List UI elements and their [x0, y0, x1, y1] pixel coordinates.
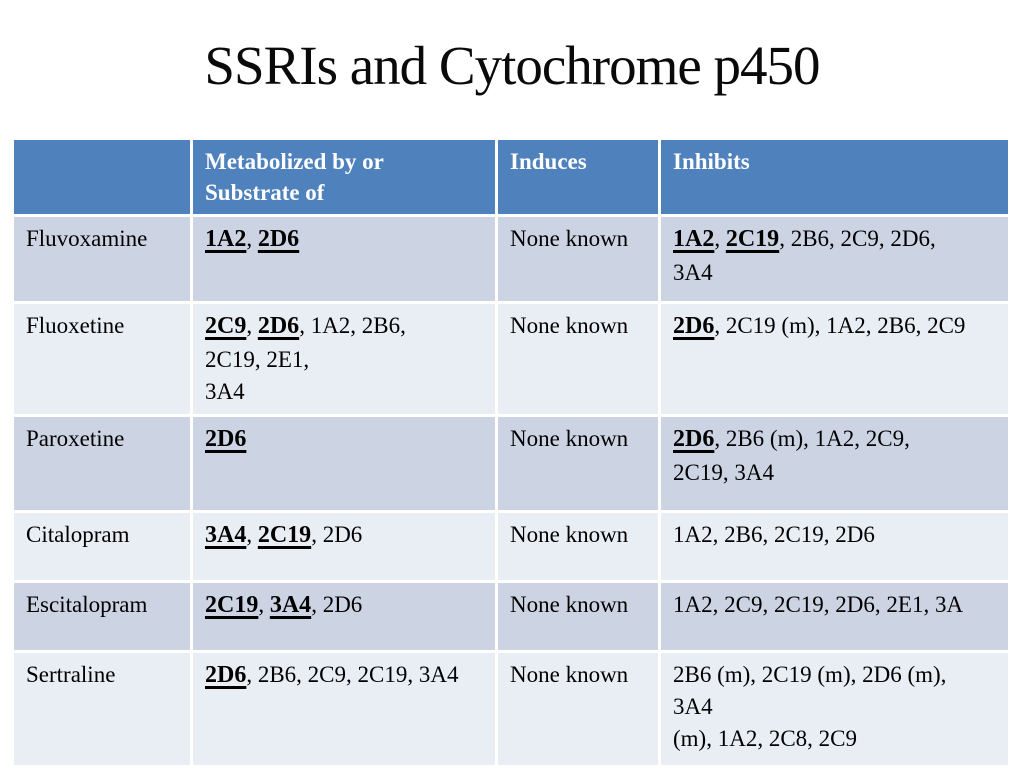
- induces-cell: None known: [498, 417, 658, 511]
- drug-name-cell: Citalopram: [14, 513, 190, 581]
- induces-cell: None known: [498, 513, 658, 581]
- inhibits-cell: 2B6 (m), 2C19 (m), 2D6 (m), 3A4 (m), 1A2, …: [661, 653, 1008, 766]
- enzyme-key: 2D6: [257, 313, 300, 340]
- metabolized-cell: 2C19, 3A4, 2D6: [193, 583, 495, 651]
- header-cell-induces: Induces: [498, 140, 658, 215]
- enzyme-text: , 2B6 (m), 1A2, 2C9,: [714, 426, 910, 452]
- induces-cell: None known: [498, 583, 658, 651]
- enzyme-key: 2D6: [673, 426, 715, 453]
- enzyme-text: , 2D6: [311, 592, 363, 618]
- enzyme-key: 2C19: [257, 522, 312, 549]
- enzyme-text: , 2D6: [311, 522, 363, 548]
- enzyme-text: ,: [246, 522, 258, 548]
- slide-title: SSRIs and Cytochrome p450: [204, 35, 820, 96]
- header-cell-inhibits: Inhibits: [661, 140, 1008, 215]
- enzyme-text: 3A4: [205, 378, 245, 404]
- drug-name-cell: Escitalopram: [14, 583, 190, 651]
- enzyme-key: 1A2: [673, 226, 715, 253]
- enzyme-text: (m), 1A2, 2C8, 2C9: [673, 726, 857, 752]
- enzyme-key: 2C19: [205, 592, 259, 619]
- metabolized-cell: 3A4, 2C19, 2D6: [193, 513, 495, 581]
- enzyme-text: 1A2, 2C9, 2C19, 2D6, 2E1, 3A: [673, 592, 964, 618]
- enzyme-text: , 1A2, 2B6,: [299, 313, 406, 339]
- metabolized-cell: 2C9, 2D6, 1A2, 2B6, 2C19, 2E1, 3A4: [193, 304, 495, 415]
- enzyme-text: 2C19, 3A4: [673, 459, 774, 485]
- enzyme-text: ,: [246, 313, 258, 339]
- table-row-escitalopram: Escitalopram 2C19, 3A4, 2D6 None known 1…: [14, 583, 1008, 651]
- drug-name-cell: Paroxetine: [14, 417, 190, 511]
- enzyme-text: ,: [714, 226, 726, 252]
- inhibits-cell: 1A2, 2C9, 2C19, 2D6, 2E1, 3A: [661, 583, 1008, 651]
- table-row-citalopram: Citalopram 3A4, 2C19, 2D6 None known 1A2…: [14, 513, 1008, 581]
- drug-name-cell: Sertraline: [14, 653, 190, 766]
- enzyme-text: 3A4: [673, 694, 713, 720]
- ssri-cytochrome-table: Metabolized by or Substrate of Induces I…: [11, 137, 1011, 768]
- enzyme-text: ,: [246, 226, 258, 252]
- enzyme-key: 2D6: [673, 313, 715, 340]
- induces-cell: None known: [498, 304, 658, 415]
- enzyme-key: 2D6: [205, 426, 247, 453]
- table-row-sertraline: Sertraline 2D6, 2B6, 2C9, 2C19, 3A4 None…: [14, 653, 1008, 766]
- induces-cell: None known: [498, 653, 658, 766]
- induces-cell: None known: [498, 217, 658, 302]
- header-cell-empty: [14, 140, 190, 215]
- table-header-row: Metabolized by or Substrate of Induces I…: [14, 140, 1008, 215]
- enzyme-key: 2D6: [257, 226, 300, 253]
- enzyme-key: 3A4: [205, 522, 247, 549]
- table-row-fluoxetine: Fluoxetine 2C9, 2D6, 1A2, 2B6, 2C19, 2E1,…: [14, 304, 1008, 415]
- table-row-fluvoxamine: Fluvoxamine 1A2, 2D6 None known 1A2, 2C1…: [14, 217, 1008, 302]
- inhibits-cell: 1A2, 2C19, 2B6, 2C9, 2D6, 3A4: [661, 217, 1008, 302]
- drug-name-cell: Fluvoxamine: [14, 217, 190, 302]
- metabolized-cell: 2D6: [193, 417, 495, 511]
- enzyme-text: ,: [258, 592, 270, 618]
- drug-name-cell: Fluoxetine: [14, 304, 190, 415]
- enzyme-text: 3A4: [673, 259, 713, 285]
- enzyme-key: 2C19: [725, 226, 780, 253]
- enzyme-key: 1A2: [205, 226, 247, 253]
- enzyme-text: 2B6 (m), 2C19 (m), 2D6 (m),: [673, 662, 947, 688]
- enzyme-text: , 2B6, 2C9, 2C19, 3A4: [246, 662, 459, 688]
- inhibits-cell: 2D6, 2B6 (m), 1A2, 2C9, 2C19, 3A4: [661, 417, 1008, 511]
- inhibits-cell: 1A2, 2B6, 2C19, 2D6: [661, 513, 1008, 581]
- enzyme-text: , 2C19 (m), 1A2, 2B6, 2C9: [714, 313, 966, 339]
- metabolized-cell: 1A2, 2D6: [193, 217, 495, 302]
- enzyme-text: 2C19, 2E1,: [205, 346, 310, 372]
- enzyme-text: , 2B6, 2C9, 2D6,: [779, 226, 936, 252]
- metabolized-cell: 2D6, 2B6, 2C9, 2C19, 3A4: [193, 653, 495, 766]
- enzyme-key: 3A4: [269, 592, 312, 619]
- header-cell-metabolized: Metabolized by or Substrate of: [193, 140, 495, 215]
- table-row-paroxetine: Paroxetine 2D6 None known 2D6, 2B6 (m), …: [14, 417, 1008, 511]
- enzyme-text: 1A2, 2B6, 2C19, 2D6: [673, 522, 875, 548]
- inhibits-cell: 2D6, 2C19 (m), 1A2, 2B6, 2C9: [661, 304, 1008, 415]
- enzyme-key: 2C9: [205, 313, 247, 340]
- enzyme-key: 2D6: [205, 662, 247, 689]
